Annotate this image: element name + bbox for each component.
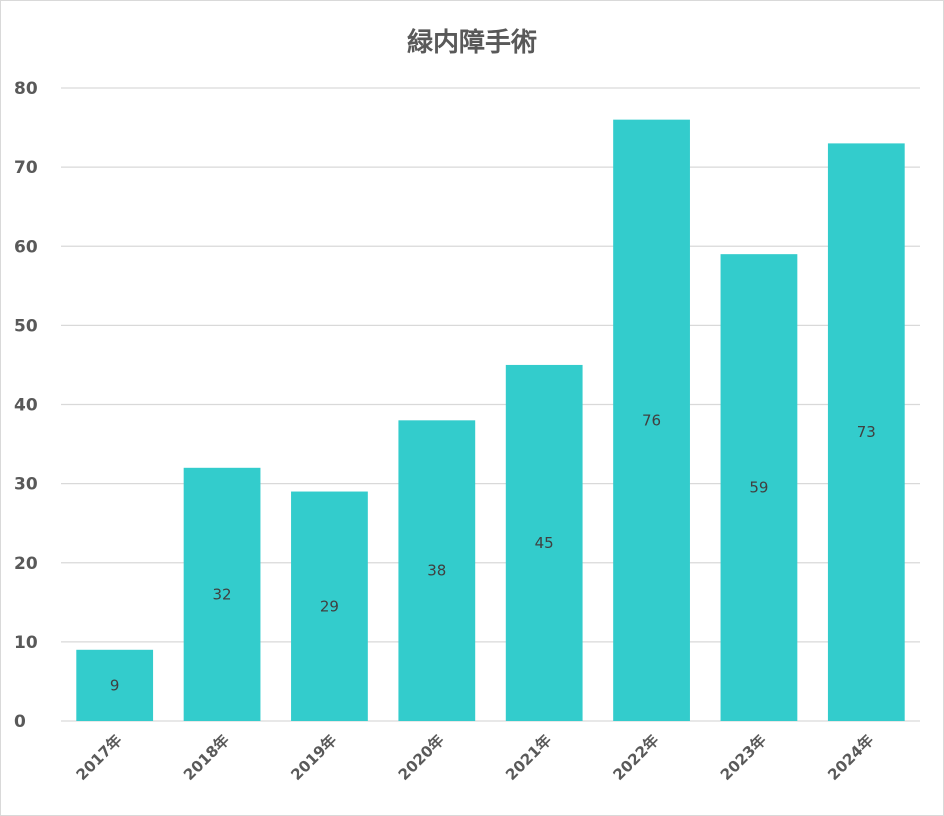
- x-axis-ticks: 2017年 2018年 2019年 2020年 2021年 2022年 2023年 2024年: [73, 731, 877, 784]
- data-label: 32: [213, 585, 232, 603]
- y-tick-label: 30: [14, 475, 38, 495]
- bar: [505, 364, 583, 721]
- data-label: 76: [642, 411, 661, 429]
- y-tick-label: 50: [14, 316, 38, 336]
- data-label: 29: [320, 597, 339, 615]
- y-tick-label: 10: [14, 633, 38, 653]
- y-tick-label: 70: [14, 158, 38, 178]
- y-tick-label: 40: [14, 396, 38, 416]
- bar: [398, 420, 476, 721]
- data-labels: 9 32 29 38 45 76 59 73: [110, 411, 876, 694]
- x-tick-label: 2018年: [180, 731, 233, 784]
- bar: [827, 143, 905, 721]
- y-tick-label: 80: [14, 79, 38, 99]
- x-tick-label: 2023年: [717, 731, 770, 784]
- x-tick-label: 2021年: [502, 731, 555, 784]
- bar: [720, 254, 798, 721]
- data-label: 73: [857, 423, 876, 441]
- y-tick-label: 20: [14, 554, 38, 574]
- x-tick-label: 2017年: [73, 731, 126, 784]
- x-tick-label: 2019年: [287, 731, 340, 784]
- x-tick-label: 2022年: [610, 731, 663, 784]
- bars: [76, 119, 905, 721]
- x-tick-label: 2020年: [395, 731, 448, 784]
- data-label: 45: [535, 534, 554, 552]
- bar: [76, 649, 154, 721]
- bar: [613, 119, 690, 721]
- y-tick-label: 0: [14, 712, 26, 732]
- chart-title: 緑内障手術: [406, 28, 537, 58]
- data-label: 59: [749, 479, 768, 497]
- bar: [183, 467, 261, 721]
- y-axis-ticks: 0 10 20 30 40 50 60 70 80: [14, 79, 38, 732]
- y-tick-label: 60: [14, 237, 38, 257]
- x-tick-label: 2024年: [824, 731, 877, 784]
- bar: [291, 491, 368, 721]
- data-label: 9: [110, 676, 120, 694]
- data-label: 38: [427, 562, 446, 580]
